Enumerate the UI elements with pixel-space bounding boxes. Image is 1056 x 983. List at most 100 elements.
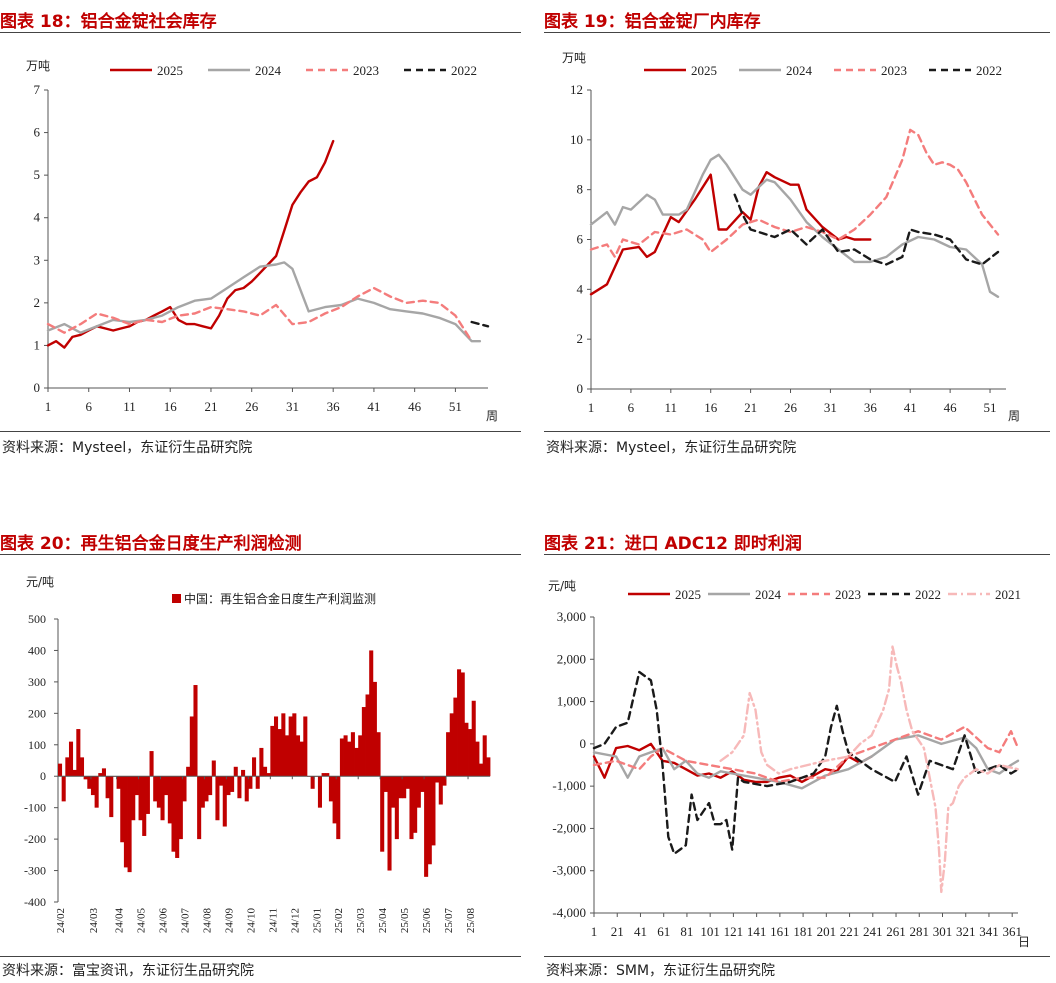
c18-ytick-label: 1 — [34, 337, 41, 352]
c20-bar — [350, 732, 355, 777]
chart-20-title: 图表 20：再生铝合金日度生产利润检测 — [0, 534, 302, 554]
c20-bar — [171, 776, 176, 852]
c19-ytick-label: 2 — [577, 331, 584, 346]
c20-xtick-label: 25/05 — [399, 908, 411, 934]
c21-ytick-label: 1,000 — [557, 694, 586, 709]
c20-xtick-label: 24/06 — [158, 908, 170, 934]
c19-ytick-label: 4 — [577, 281, 584, 296]
c18-xtick-label: 26 — [245, 399, 259, 414]
c18-ytick-label: 0 — [34, 380, 41, 395]
c18-legend-label-2023: 2023 — [353, 63, 379, 78]
c18-xtick-label: 31 — [286, 399, 299, 414]
c20-xtick-label: 24/12 — [289, 908, 301, 933]
c19-xtick-label: 41 — [904, 400, 917, 415]
c18-legend-label-2025: 2025 — [157, 63, 183, 78]
c19-legend-label-2025: 2025 — [691, 63, 717, 78]
c20-bar — [94, 776, 99, 808]
c20-bar — [189, 716, 194, 777]
c19-legend-label-2022: 2022 — [976, 63, 1002, 78]
chart-21-plot: -4,000 -3,000 -2,000 -1,000 0 1,000 2,000 3,000… — [548, 579, 1030, 949]
c21-ytick-label: 3,000 — [557, 609, 586, 624]
c20-bar — [380, 776, 385, 852]
c20-bar — [200, 776, 205, 808]
c20-xtick-label: 25/06 — [421, 908, 433, 934]
c20-bar — [83, 776, 88, 780]
c20-bar — [303, 716, 308, 777]
c20-bar — [101, 768, 106, 777]
c18-legend-label-2024: 2024 — [255, 63, 282, 78]
c20-bar — [237, 776, 242, 799]
c20-xtick-label: 24/07 — [180, 908, 192, 934]
c21-series-2023 — [592, 725, 1020, 784]
c20-ytick-label: 400 — [28, 643, 46, 657]
c19-ytick-label: 12 — [570, 82, 583, 97]
c20-bar — [215, 776, 220, 821]
c20-bar — [175, 776, 180, 858]
c20-bar — [149, 751, 154, 777]
c20-bar — [471, 700, 476, 777]
c20-xtick-label: 24/10 — [245, 908, 257, 934]
chart-21-bottom-rule — [544, 956, 1050, 957]
c20-bar — [277, 729, 282, 777]
c20-bar — [61, 776, 66, 802]
c20-xtick-label: 24/02 — [55, 908, 67, 933]
c19-xtick-label: 31 — [824, 400, 837, 415]
c20-bar — [211, 760, 216, 777]
c21-legend-label-2022: 2022 — [915, 587, 941, 602]
c20-bar — [105, 776, 110, 799]
c21-ytick-label: -1,000 — [552, 778, 586, 793]
c18-legend-label-2022: 2022 — [451, 63, 477, 78]
c18-xtick-label: 41 — [367, 399, 380, 414]
c21-xtick-label: 341 — [979, 924, 999, 939]
c21-xtick-label: 81 — [680, 924, 693, 939]
c18-ytick-label: 2 — [34, 295, 41, 310]
c20-bar — [98, 773, 103, 777]
c20-ytick-label: -100 — [24, 801, 46, 815]
c18-xtick-label: 16 — [164, 399, 178, 414]
c20-bar — [131, 776, 136, 821]
c20-xtick-label: 24/08 — [201, 908, 213, 934]
c21-xtick-label: 121 — [724, 924, 744, 939]
c21-ylabel: 元/吨 — [548, 579, 576, 593]
c20-bar — [438, 776, 443, 805]
c19-legend-label-2024: 2024 — [786, 63, 813, 78]
c18-xtick-label: 36 — [327, 399, 341, 414]
c21-xtick-label: 21 — [611, 924, 624, 939]
c21-xtick-label: 361 — [1002, 924, 1022, 939]
c20-bar — [281, 713, 286, 777]
c20-bar — [343, 735, 348, 777]
chart-20-bottom-rule — [0, 956, 521, 957]
c21-xtick-label: 141 — [747, 924, 767, 939]
c20-bar — [186, 766, 191, 777]
c20-bar — [244, 776, 249, 802]
c20-bar — [90, 776, 96, 796]
c20-bar — [76, 729, 81, 777]
c20-bar — [167, 776, 172, 824]
c20-bar — [219, 776, 224, 786]
c20-bar — [116, 776, 121, 789]
c20-bar — [109, 776, 114, 818]
c20-bar — [372, 681, 377, 777]
c18-xtick-label: 46 — [408, 399, 422, 414]
c20-bar — [394, 776, 399, 840]
c20-bar — [156, 776, 161, 808]
c21-xtick-label: 61 — [657, 924, 670, 939]
c20-bar — [347, 741, 352, 777]
c20-bar — [208, 776, 213, 796]
c20-bar — [255, 776, 260, 789]
chart-21-title: 图表 21：进口 ADC12 即时利润 — [544, 534, 802, 554]
c21-xtick-label: 181 — [793, 924, 813, 939]
c21-ytick-label: 0 — [580, 736, 587, 751]
c20-bar — [134, 776, 139, 796]
c20-bar — [68, 741, 74, 777]
c18-xtick-label: 11 — [123, 399, 136, 414]
c20-ytick-label: 100 — [28, 738, 46, 752]
c20-bar — [464, 722, 469, 777]
c19-series-2023 — [589, 128, 1000, 259]
c20-bar — [65, 757, 70, 777]
c18-ytick-label: 6 — [34, 125, 41, 140]
c20-bar — [453, 697, 458, 777]
c20-legend-label: 中国：再生铝合金日度生产利润监测 — [184, 591, 376, 606]
c20-bar — [288, 716, 293, 777]
